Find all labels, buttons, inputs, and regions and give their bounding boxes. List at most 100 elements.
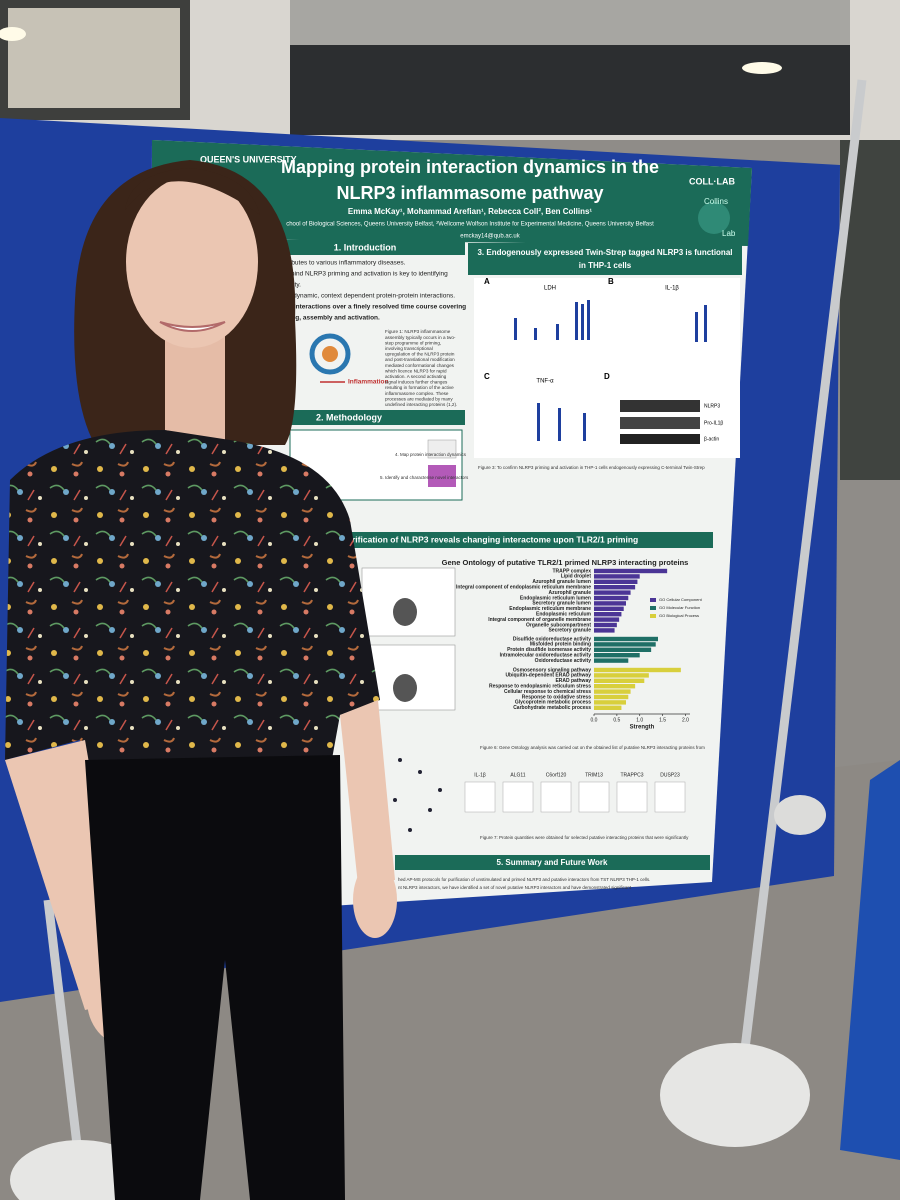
- category-label: Disulfide oxidoreductase activity: [513, 636, 591, 642]
- legend-label: GO Biological Process: [659, 613, 699, 618]
- category-label: Azurophil granule: [549, 590, 592, 596]
- caption-line: mediated conformational changes: [385, 363, 455, 368]
- caption-line: resulting in formation of the active: [385, 385, 454, 390]
- panel-label: B: [608, 277, 614, 286]
- stand-pole: [43, 899, 85, 1171]
- mini-bar: [583, 413, 586, 441]
- figure-caption: Figure 3: To confirm NLRP3 priming and a…: [478, 465, 705, 470]
- legend-swatch: [650, 614, 656, 618]
- poster-tube: [840, 760, 900, 1160]
- category-label: Misfolded protein binding: [530, 642, 591, 648]
- smile: [159, 321, 226, 332]
- chart-title: LDH: [544, 286, 556, 292]
- category-label: Response to endoplasmic reticulum stress: [489, 684, 591, 690]
- stand-base: [660, 1043, 810, 1147]
- chart-title: TNF-α: [536, 379, 554, 385]
- small-chart-title: C6orf120: [546, 772, 567, 778]
- bar: [594, 647, 652, 652]
- poster-header: [152, 140, 752, 246]
- mini-bar: [534, 328, 537, 340]
- caption-line: processes are mediated by many: [385, 396, 453, 401]
- category-label: Integral component of endoplasmic reticu…: [456, 585, 591, 591]
- mini-bar: [537, 403, 540, 441]
- category-label: ERAD pathway: [555, 678, 591, 684]
- caption-line: step programme of priming,: [385, 340, 441, 345]
- legend-swatch: [650, 598, 656, 602]
- x-tick-label: 1.0: [636, 717, 643, 723]
- section-header: [275, 410, 465, 425]
- category-label: Cellular response to chemical stress: [504, 689, 591, 695]
- small-chart-title: IL-1β: [474, 772, 486, 778]
- bar: [594, 658, 629, 663]
- caption-line: inflammasome complex. These: [385, 391, 449, 396]
- bar: [594, 585, 636, 590]
- bar: [594, 684, 636, 689]
- small-chart-title: DUSP23: [660, 772, 680, 778]
- category-label: Secretory granule: [548, 628, 591, 634]
- diagram-core: [322, 346, 338, 362]
- small-chart-title: TRAPPC3: [620, 772, 643, 778]
- legend-swatch: [650, 606, 656, 610]
- ceiling-vent: [290, 0, 850, 45]
- section-header: [345, 532, 713, 548]
- category-label: Azurophil granule lumen: [532, 579, 591, 585]
- bar: [594, 617, 620, 622]
- affiliation: chool of Biological Sciences, Queens Uni…: [286, 222, 654, 228]
- section-heading: 5. Summary and Future Work: [497, 858, 609, 867]
- bar: [594, 705, 622, 710]
- small-charts: IL-1β ALG11 C6orf120 TRIM13 TRAPPC3 DUSP23: [464, 772, 686, 813]
- section-heading: 1. Introduction: [334, 242, 397, 252]
- category-label: Oxidoreductase activity: [535, 658, 592, 664]
- bar: [594, 694, 629, 700]
- panel-label: D: [604, 372, 610, 381]
- diagram-ring: [309, 333, 351, 375]
- category-label: Ubiquitin-dependent ERAD pathway: [505, 673, 591, 679]
- poster-title: NLRP3 inflammasome pathway: [336, 183, 603, 203]
- window: [290, 45, 850, 135]
- diagram-label: Inflammation: [348, 379, 388, 386]
- intro-line: n contributes to various inflammatory di…: [270, 260, 406, 267]
- blot: [620, 400, 700, 412]
- caption-line: upregulation of the NLRP3 protein: [385, 352, 455, 357]
- category-label: Protein disulfide isomerase activity: [507, 647, 591, 653]
- neck: [165, 330, 225, 440]
- trousers: [85, 755, 345, 1200]
- small-chart: [464, 781, 496, 813]
- bar: [594, 636, 658, 642]
- legend-label: GO Molecular Function: [659, 605, 700, 610]
- blot-label: NLRP3: [704, 403, 720, 409]
- poster-title: Mapping protein interaction dynamics in …: [281, 157, 659, 177]
- intro-line: protein interactions over a finely resol…: [270, 304, 466, 311]
- stand-pole: [735, 79, 867, 1091]
- caption-line: undefined interacting proteins (1,2).: [385, 402, 457, 407]
- intro-line: ated by dynamic, context dependent prote…: [270, 293, 455, 300]
- section-heading: rification of NLRP3 reveals changing int…: [352, 534, 638, 544]
- node: [393, 798, 397, 802]
- caption-line: Figure 1: NLRP3 inflammasome: [385, 329, 451, 334]
- small-chart-title: TRIM13: [585, 772, 603, 778]
- node: [408, 828, 412, 832]
- node: [398, 758, 402, 762]
- bar: [594, 667, 681, 673]
- blot-label: Pro-IL1β: [704, 420, 723, 426]
- hand: [353, 862, 397, 938]
- bar: [594, 579, 638, 584]
- category-label: Endoplasmic reticulum lumen: [520, 595, 591, 601]
- small-chart: [502, 781, 534, 813]
- node: [418, 770, 422, 774]
- category-label: Osmosensory signaling pathway: [513, 667, 591, 673]
- mini-bar: [514, 318, 517, 340]
- bar: [594, 678, 645, 683]
- arm: [340, 700, 395, 885]
- method-step: 5. Identify and characterise novel inter…: [380, 475, 469, 480]
- x-tick-label: 1.5: [659, 717, 666, 723]
- university-logo: QUEEN'S UNIVERSITY: [200, 154, 297, 164]
- blot-label: β-actin: [704, 436, 719, 442]
- node: [428, 808, 432, 812]
- bar: [594, 653, 640, 658]
- bar: [594, 574, 640, 579]
